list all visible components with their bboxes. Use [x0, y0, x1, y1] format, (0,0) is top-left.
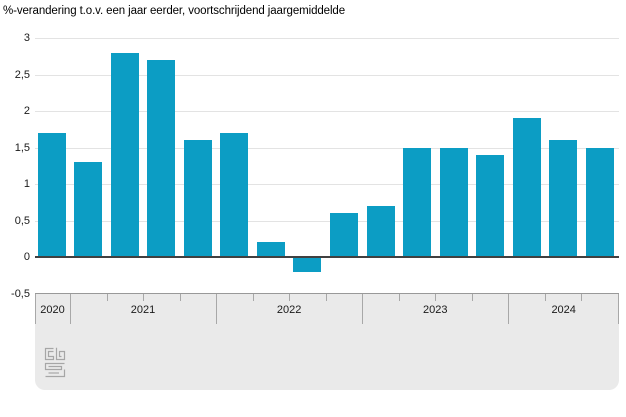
- x-axis-year-label: 2020: [40, 304, 65, 316]
- bar[interactable]: [74, 162, 103, 257]
- bar[interactable]: [585, 147, 614, 257]
- y-axis-tick-label: 2: [23, 105, 30, 117]
- bar[interactable]: [256, 242, 285, 257]
- bar[interactable]: [549, 140, 578, 257]
- bar[interactable]: [329, 213, 358, 257]
- quarter-tick: [581, 294, 583, 301]
- chart-title: %-verandering t.o.v. een jaar eerder, vo…: [3, 5, 346, 17]
- quarter-tick: [289, 294, 291, 301]
- gridline: [35, 221, 619, 222]
- quarter-tick: [435, 294, 437, 301]
- bar[interactable]: [403, 147, 431, 257]
- y-axis-tick-label: 1,5: [14, 142, 30, 154]
- x-axis-year-label: 2022: [276, 304, 302, 316]
- year-separator: [35, 294, 36, 324]
- y-axis-tick-label: 0,5: [14, 215, 30, 227]
- bar[interactable]: [476, 154, 505, 257]
- bar[interactable]: [293, 257, 322, 272]
- bar[interactable]: [37, 132, 66, 257]
- x-axis-year-label: 2024: [551, 304, 576, 316]
- year-separator: [216, 294, 218, 324]
- quarter-tick: [398, 294, 400, 301]
- x-axis-year-label: 2021: [130, 304, 156, 316]
- gridline: [35, 111, 619, 112]
- bar[interactable]: [183, 140, 212, 257]
- bar[interactable]: [147, 59, 176, 257]
- zero-axis-line: [35, 255, 619, 258]
- quarter-tick: [471, 294, 473, 301]
- quarter-tick: [325, 294, 327, 301]
- gridline: [35, 184, 619, 185]
- year-separator: [70, 294, 71, 324]
- year-separator: [618, 294, 619, 324]
- gridline: [35, 75, 619, 76]
- quarter-tick: [179, 294, 181, 301]
- bar[interactable]: [439, 147, 468, 257]
- y-axis-tick-label: -0,5: [11, 288, 30, 300]
- quarter-tick: [252, 294, 254, 301]
- cbs-logo-icon: [44, 347, 66, 383]
- y-axis-tick-label: 1: [23, 178, 30, 190]
- gridline: [35, 148, 619, 149]
- bar[interactable]: [110, 52, 139, 257]
- quarter-tick: [544, 294, 546, 301]
- y-axis-tick-label: 2,5: [14, 69, 30, 81]
- quarter-tick: [143, 294, 144, 301]
- gridline: [35, 38, 619, 39]
- x-axis-year-label: 2023: [423, 304, 448, 316]
- quarter-tick: [106, 294, 108, 301]
- y-axis-tick-label: 0: [23, 251, 30, 263]
- bar[interactable]: [220, 132, 249, 257]
- y-axis-tick-label: 3: [23, 32, 30, 44]
- bar[interactable]: [512, 118, 541, 257]
- x-axis-band: 2020 2021 2022 2023 2024: [35, 293, 619, 390]
- year-separator: [508, 294, 510, 324]
- year-separator: [362, 294, 364, 324]
- bar[interactable]: [366, 205, 395, 257]
